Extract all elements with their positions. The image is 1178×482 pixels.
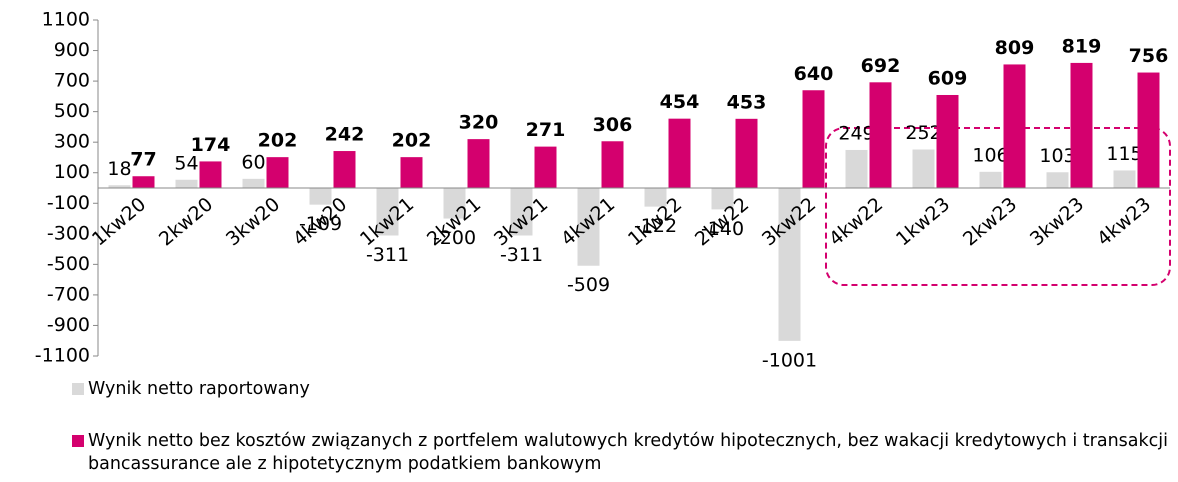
- bar: [912, 149, 935, 188]
- data-label: 692: [861, 55, 901, 77]
- bar: [132, 176, 155, 188]
- bar: [443, 188, 466, 219]
- bar: [735, 118, 758, 188]
- data-label: 271: [526, 119, 566, 141]
- data-label: 174: [191, 134, 231, 156]
- bar: [376, 188, 399, 236]
- data-label: -200: [433, 227, 476, 249]
- data-label: 809: [995, 37, 1035, 59]
- data-label: 202: [258, 130, 298, 152]
- y-tick-label: -300: [47, 222, 90, 244]
- bar: [1113, 170, 1136, 188]
- legend-item: Wynik netto raportowany: [72, 378, 1168, 401]
- data-label: 242: [325, 124, 365, 146]
- data-label: 249: [838, 122, 874, 144]
- data-label: 252: [905, 122, 941, 144]
- y-tick-label: 700: [54, 70, 90, 92]
- data-label: -311: [366, 244, 409, 266]
- x-tick-label: 1kw23: [892, 193, 954, 250]
- bar: [1070, 62, 1093, 188]
- data-label: -140: [701, 218, 744, 240]
- data-label: 106: [972, 144, 1008, 166]
- data-label: 453: [727, 91, 767, 113]
- data-label: 18: [107, 158, 131, 180]
- data-label: -311: [500, 244, 543, 266]
- bar: [175, 179, 198, 188]
- data-label: -509: [567, 274, 610, 296]
- y-tick-label: 1100: [42, 9, 90, 31]
- x-tick-label: 2kw20: [155, 193, 217, 250]
- data-label: -122: [634, 215, 677, 237]
- bar: [668, 118, 691, 188]
- bar: [1137, 72, 1160, 188]
- highlight-box: [825, 127, 1171, 286]
- legend-swatch: [72, 435, 84, 447]
- chart: -1100 -900 -700 -500 -300 -100 100 300 500 700 900…: [35, 9, 1171, 370]
- data-label: 202: [392, 130, 432, 152]
- bar: [869, 82, 892, 188]
- bar: [266, 157, 289, 188]
- bar: [309, 188, 332, 205]
- x-tick-label: 2kw23: [959, 193, 1021, 250]
- bar: [845, 149, 868, 188]
- legend-item: Wynik netto bez kosztów związanych z por…: [72, 430, 1168, 476]
- bar: [242, 178, 265, 188]
- bar: [979, 171, 1002, 188]
- y-tick-label: -500: [47, 253, 90, 275]
- bar: [577, 188, 600, 266]
- bar: [467, 139, 490, 188]
- y-tick-label: -900: [47, 314, 90, 336]
- bar: [936, 94, 959, 188]
- legend-swatch: [72, 383, 84, 395]
- data-label: 819: [1062, 35, 1102, 57]
- y-tick-label: -1100: [35, 345, 90, 367]
- y-tick-label: 500: [54, 100, 90, 122]
- x-tick-label: 3kw23: [1026, 193, 1088, 250]
- data-label: 320: [459, 112, 499, 134]
- y-tick-label: 900: [54, 39, 90, 61]
- data-label: 115: [1106, 143, 1142, 165]
- data-label: 640: [794, 63, 834, 85]
- data-label: -1001: [762, 349, 817, 370]
- bar: [802, 90, 825, 188]
- x-tick-label: 3kw20: [222, 193, 284, 250]
- bar: [601, 141, 624, 188]
- data-label: 609: [928, 67, 968, 89]
- bar: [1003, 64, 1026, 188]
- data-label: 60: [241, 151, 265, 173]
- bar: [644, 188, 667, 207]
- bar: [778, 188, 801, 341]
- bar: [400, 157, 423, 188]
- y-tick-label: -700: [47, 283, 90, 305]
- data-label: -109: [299, 213, 342, 235]
- bar: [199, 161, 222, 188]
- bar: [534, 146, 557, 188]
- data-label: 77: [130, 149, 156, 171]
- data-label: 756: [1129, 45, 1169, 67]
- data-label: 454: [660, 91, 700, 113]
- y-tick-label: 300: [54, 131, 90, 153]
- y-tick-label: 100: [54, 161, 90, 183]
- x-tick-label: 1kw20: [88, 193, 150, 250]
- bar: [1046, 172, 1069, 188]
- data-label: 306: [593, 114, 633, 136]
- legend-label: Wynik netto bez kosztów związanych z por…: [88, 431, 1168, 474]
- bar: [333, 151, 356, 188]
- data-label: 103: [1039, 145, 1075, 167]
- x-tick-label: 4kw23: [1093, 193, 1155, 250]
- bar: [510, 188, 533, 236]
- legend-label: Wynik netto raportowany: [88, 379, 310, 399]
- bar: [711, 188, 734, 210]
- y-tick-label: -100: [47, 192, 90, 214]
- data-label: 54: [174, 152, 198, 174]
- x-tick-label: 4kw22: [825, 193, 887, 250]
- bar: [108, 185, 131, 188]
